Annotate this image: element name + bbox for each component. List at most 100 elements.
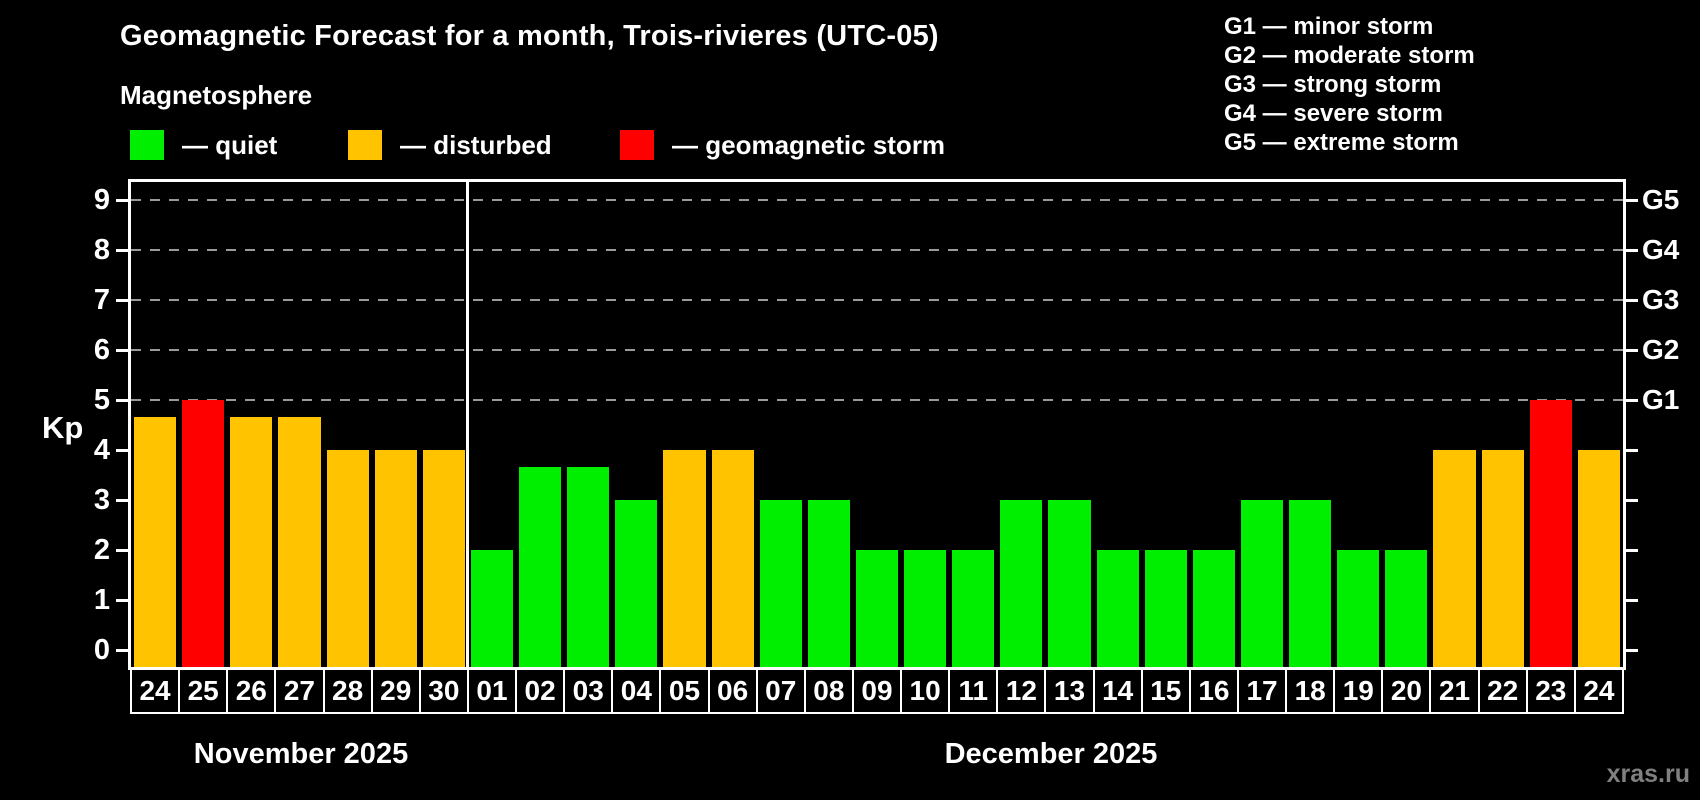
month-label-november: November 2025 <box>193 738 409 770</box>
date-box-21: 21 <box>1429 668 1480 714</box>
gridline-kp7 <box>131 299 1623 301</box>
kp-bar-01 <box>470 550 514 667</box>
date-box-07: 07 <box>755 668 806 714</box>
date-box-13: 13 <box>1044 668 1095 714</box>
kp-bar-06 <box>711 450 754 667</box>
gridline-kp9 <box>131 199 1623 201</box>
y-tick-label-0: 0 <box>93 634 110 666</box>
date-box-27: 27 <box>274 668 325 714</box>
kp-bar-24 <box>1577 450 1620 667</box>
y-tick-mark-left-6 <box>116 349 128 352</box>
kp-bar-18 <box>1289 500 1332 667</box>
kp-bar-21 <box>1433 450 1476 667</box>
kp-bar-13 <box>1048 500 1091 667</box>
date-box-02: 02 <box>515 668 566 714</box>
plot-area <box>131 182 1623 667</box>
date-box-28: 28 <box>322 668 373 714</box>
y-tick-label-8: 8 <box>93 234 110 266</box>
g-legend-line: G4 — severe storm <box>1224 100 1443 127</box>
quiet-legend-label: — quiet <box>182 130 278 160</box>
y-tick-mark-right-5 <box>1626 399 1638 402</box>
watermark: xras.ru <box>1606 760 1690 788</box>
kp-bar-02 <box>519 466 562 667</box>
date-box-29: 29 <box>370 668 421 714</box>
g-tick-label-G2: G2 <box>1642 334 1680 365</box>
y-tick-label-6: 6 <box>93 334 110 366</box>
magnetosphere-label: Magnetosphere <box>120 80 313 110</box>
kp-bar-25 <box>182 400 225 667</box>
y-tick-mark-right-4 <box>1626 449 1638 452</box>
y-tick-mark-right-1 <box>1626 599 1638 602</box>
kp-bar-14 <box>1096 550 1139 667</box>
kp-bar-19 <box>1337 550 1380 667</box>
gridline-kp6 <box>131 349 1623 351</box>
y-tick-mark-right-7 <box>1626 299 1638 302</box>
y-tick-mark-right-9 <box>1626 199 1638 202</box>
date-box-14: 14 <box>1092 668 1143 714</box>
y-tick-mark-right-2 <box>1626 549 1638 552</box>
y-tick-label-7: 7 <box>93 284 110 316</box>
g-tick-label-G1: G1 <box>1642 384 1680 415</box>
kp-bar-04 <box>615 500 658 667</box>
date-box-06: 06 <box>707 668 758 714</box>
date-box-16: 16 <box>1188 668 1239 714</box>
y-tick-mark-left-4 <box>116 449 128 452</box>
g-tick-label-G3: G3 <box>1642 284 1680 315</box>
gridline-kp8 <box>131 249 1623 251</box>
g-legend-line: G3 — strong storm <box>1224 71 1442 98</box>
date-box-08: 08 <box>803 668 854 714</box>
kp-axis-label: Kp <box>42 410 84 445</box>
date-box-19: 19 <box>1333 668 1384 714</box>
y-tick-mark-left-7 <box>116 299 128 302</box>
kp-bar-29 <box>374 450 417 667</box>
kp-bar-07 <box>759 500 802 667</box>
storm-legend-label: — geomagnetic storm <box>672 130 946 160</box>
date-box-24: 24 <box>1573 668 1624 714</box>
y-tick-mark-left-8 <box>116 249 128 252</box>
page-title: Geomagnetic Forecast for a month, Trois-… <box>120 20 939 52</box>
date-box-30: 30 <box>418 668 469 714</box>
date-box-23: 23 <box>1525 668 1576 714</box>
kp-bar-16 <box>1192 550 1235 667</box>
kp-bar-17 <box>1240 500 1284 667</box>
date-box-03: 03 <box>563 668 614 714</box>
disturbed-legend-label: — disturbed <box>400 130 552 160</box>
kp-bar-20 <box>1385 550 1428 667</box>
g-legend-line: G2 — moderate storm <box>1224 42 1475 69</box>
kp-bar-26 <box>230 416 273 667</box>
y-tick-mark-left-5 <box>116 399 128 402</box>
disturbed-swatch-icon <box>348 130 382 160</box>
quiet-swatch-icon <box>130 130 164 160</box>
kp-bar-15 <box>1144 550 1187 667</box>
date-box-18: 18 <box>1285 668 1336 714</box>
kp-bar-03 <box>567 466 610 667</box>
month-divider-line <box>466 182 470 667</box>
date-box-11: 11 <box>948 668 999 714</box>
y-tick-mark-right-8 <box>1626 249 1638 252</box>
g-tick-label-G5: G5 <box>1642 184 1680 215</box>
kp-bar-08 <box>807 500 850 667</box>
g-legend-line: G1 — minor storm <box>1224 13 1434 40</box>
y-tick-label-2: 2 <box>93 534 110 566</box>
g-legend-line: G5 — extreme storm <box>1224 129 1459 156</box>
y-tick-mark-left-2 <box>116 549 128 552</box>
kp-bar-05 <box>663 450 706 667</box>
date-box-24: 24 <box>130 668 181 714</box>
kp-bar-28 <box>326 450 369 667</box>
g-scale-legend: G1 — minor storm G2 — moderate storm G3 — … <box>1224 12 1475 157</box>
date-box-22: 22 <box>1477 668 1528 714</box>
y-tick-mark-right-0 <box>1626 649 1638 652</box>
kp-bar-11 <box>952 550 995 667</box>
date-box-09: 09 <box>851 668 903 714</box>
y-tick-label-4: 4 <box>93 434 110 466</box>
date-box-20: 20 <box>1381 668 1432 714</box>
date-box-05: 05 <box>659 668 710 714</box>
kp-bar-10 <box>904 550 947 667</box>
y-tick-mark-left-3 <box>116 499 128 502</box>
y-tick-mark-left-1 <box>116 599 128 602</box>
g-tick-label-G4: G4 <box>1642 234 1680 265</box>
date-box-01: 01 <box>466 668 518 714</box>
y-tick-label-1: 1 <box>93 584 110 616</box>
date-box-12: 12 <box>996 668 1047 714</box>
